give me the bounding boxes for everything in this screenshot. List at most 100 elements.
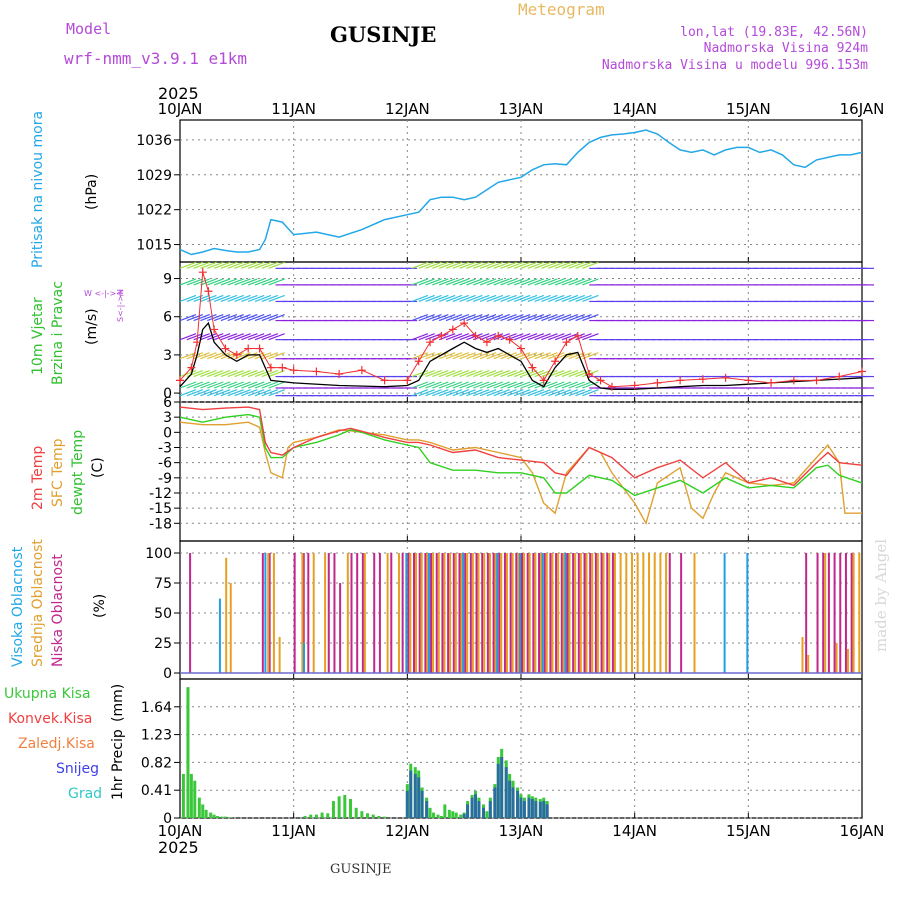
precip-total-bar: [204, 809, 208, 818]
wind-barb: [479, 389, 497, 397]
wind-barb: [493, 313, 510, 322]
cloud-mid-bar: [551, 553, 554, 673]
wind-barb: [561, 294, 579, 303]
wind-gust-marker: [357, 366, 366, 375]
cloud-mid-bar: [653, 553, 656, 673]
cloud-low-bar: [844, 553, 847, 673]
ytick-label-clouds: 75: [154, 576, 172, 592]
wind-barb: [479, 261, 497, 269]
cloud-high-bar: [218, 598, 221, 673]
wind-barb: [220, 333, 238, 341]
cloud-low-bar: [503, 553, 506, 673]
wind-barb: [186, 352, 204, 360]
wind-barb: [459, 352, 476, 360]
wind-barb: [582, 313, 599, 322]
precip-snow-bar: [496, 763, 500, 818]
sfc-temp-group: [179, 421, 863, 526]
wind-barb: [527, 381, 545, 389]
cloud-mid-bar: [466, 553, 469, 673]
wind-barb: [411, 333, 429, 341]
wind-barb: [200, 278, 217, 286]
precip-total-bar: [485, 811, 489, 818]
wind-barb: [213, 369, 231, 378]
cloud-low-bar: [261, 553, 264, 673]
wind-barb: [554, 294, 572, 303]
wind-barb: [241, 389, 258, 397]
wind-barb: [541, 333, 558, 341]
wind-gust-marker: [278, 363, 287, 372]
ytick-label-precipitation: 0: [163, 811, 172, 827]
wind-barb: [425, 261, 442, 269]
wind-gust-marker: [289, 366, 298, 375]
wind-barb: [513, 333, 531, 341]
model-label: Model: [66, 20, 112, 38]
ytick-label-temperature: -3: [158, 440, 172, 456]
wind-barb: [418, 313, 435, 322]
precip-total-bar: [309, 814, 313, 818]
cloud-low-bar: [833, 553, 836, 673]
wind-barb: [520, 333, 538, 341]
wind-barb: [500, 313, 517, 322]
wind-gust-marker: [176, 376, 184, 385]
precip-total-bar: [229, 817, 233, 818]
wind-barb: [466, 352, 483, 360]
cloud-mid-bar: [454, 553, 457, 673]
precip-snow-bar: [481, 807, 485, 818]
wind-barb: [234, 313, 251, 322]
cloud-low-bar: [486, 553, 489, 673]
wind-barb: [200, 352, 217, 360]
cloud-mid-bar: [619, 553, 622, 673]
cloud-mid-bar: [505, 553, 508, 673]
cloud-mid-bar: [665, 553, 668, 673]
cloud-mid-bar: [312, 553, 315, 673]
wind-barb: [473, 278, 490, 286]
ytick-label-clouds: 0: [163, 666, 172, 682]
cloud-mid-bar: [574, 553, 577, 673]
wind-barb: [425, 294, 442, 303]
precip-total-bar: [439, 815, 443, 818]
wind-barb: [548, 333, 565, 341]
cloud-low-bars: [189, 553, 853, 673]
wind-barb: [227, 313, 244, 322]
wind-barb: [411, 352, 429, 360]
wind-barb: [507, 261, 524, 269]
precip-snow-bar: [504, 767, 508, 818]
wind-gust-marker: [562, 338, 571, 347]
wind-barb: [466, 278, 483, 286]
wind-barb: [200, 313, 217, 322]
wind-barb: [568, 278, 585, 286]
wind-barb: [186, 278, 204, 286]
wind-barb: [548, 294, 565, 303]
cloud-mid-bar: [858, 553, 861, 673]
wind-barb: [568, 294, 585, 303]
wind-barb: [507, 278, 524, 286]
wind-barb: [568, 389, 585, 397]
wind-barb: [268, 261, 285, 269]
cloud-low-bar: [413, 553, 416, 673]
ytick-label-temperature: -15: [149, 501, 172, 517]
wind-barb: [241, 294, 258, 303]
cloud-low-bar: [668, 553, 671, 673]
wind-barb: [548, 261, 565, 269]
wind-barb: [411, 261, 429, 269]
wind-barb: [486, 313, 504, 322]
wind-barb: [254, 352, 272, 360]
ytick-label-pressure: 1036: [136, 133, 172, 149]
wind-barb: [459, 261, 476, 269]
wind-barb: [268, 381, 285, 389]
wind-gust-marker: [266, 363, 275, 372]
wind-barb: [445, 278, 463, 286]
wind-barb: [582, 278, 599, 286]
precip-snow-bar: [425, 801, 429, 818]
wind-barb: [534, 261, 551, 269]
cloud-low-bar: [526, 553, 529, 673]
wind-barb: [247, 278, 265, 286]
wind-barb: [507, 369, 524, 378]
wind-barb: [227, 389, 244, 397]
wind-barb: [438, 389, 456, 397]
wind-barb: [459, 389, 476, 397]
wind-barb: [500, 369, 517, 378]
wind-barb: [473, 352, 490, 360]
precip-total-bar: [197, 797, 201, 818]
